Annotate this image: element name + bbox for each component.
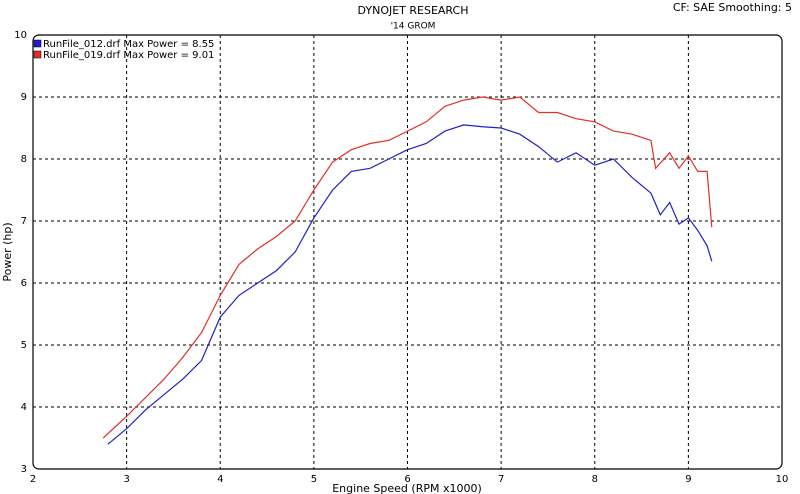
legend-swatch: [33, 39, 42, 48]
data-line: [102, 96, 713, 439]
y-tick-label: 10: [14, 30, 27, 41]
legend-label: RunFile_012.drf Max Power = 8.55: [43, 39, 214, 50]
x-tick-label: 6: [404, 474, 410, 485]
annotation: CF: SAE Smoothing: 5: [673, 1, 792, 14]
y-tick-label: 3: [21, 464, 27, 475]
y-tick-label: 7: [21, 216, 27, 227]
x-axis-label: Engine Speed (RPM x1000): [332, 482, 482, 494]
x-tick-label: 5: [311, 474, 317, 485]
data-line: [107, 124, 713, 445]
x-tick-label: 9: [685, 474, 691, 485]
x-tick-label: 8: [592, 474, 598, 485]
legend-label: RunFile_019.drf Max Power = 9.01: [43, 50, 214, 61]
chart-subtitle: '14 GROM: [391, 22, 436, 32]
y-tick-label: 9: [21, 92, 27, 103]
y-tick-label: 5: [21, 340, 27, 351]
x-tick-label: 7: [498, 474, 504, 485]
x-tick-label: 4: [217, 474, 223, 485]
x-tick-label: 3: [123, 474, 129, 485]
y-axis-label: Power (hp): [1, 222, 14, 281]
chart-title: DYNOJET RESEARCH: [358, 4, 469, 17]
y-tick-label: 6: [21, 278, 27, 289]
x-tick-label: 10: [776, 474, 789, 485]
y-tick-label: 8: [21, 154, 27, 165]
legend-swatch: [33, 50, 42, 59]
x-tick-label: 2: [30, 474, 36, 485]
y-tick-label: 4: [21, 402, 27, 413]
